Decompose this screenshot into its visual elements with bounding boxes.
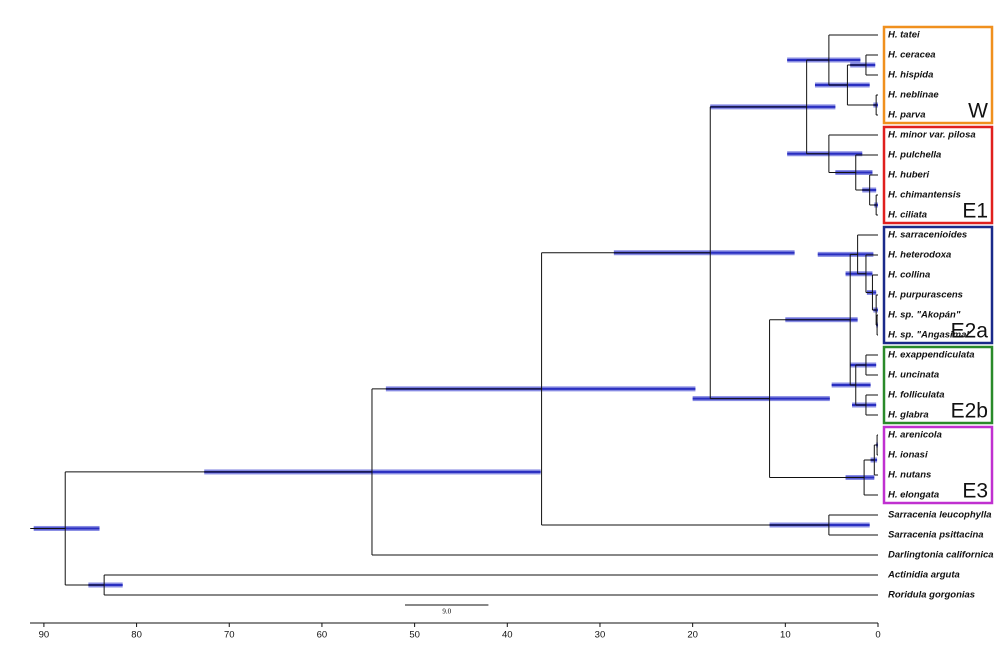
leaf-label: H. glabra bbox=[888, 410, 929, 421]
leaf-label: H. tatei bbox=[888, 30, 920, 41]
x-tick-label: 80 bbox=[131, 630, 142, 641]
clade-label: E3 bbox=[962, 480, 988, 503]
leaf-label: H. exappendiculata bbox=[888, 350, 975, 361]
leaf-label: Roridula gorgonias bbox=[888, 590, 975, 601]
leaf-label: H. hispida bbox=[888, 70, 933, 81]
leaf-label: H. pulchella bbox=[888, 150, 941, 161]
leaf-label: H. sarracenioides bbox=[888, 230, 967, 241]
leaf-label: Darlingtonia californica bbox=[888, 550, 994, 561]
leaf-label: H. neblinae bbox=[888, 90, 939, 101]
hpd-core bbox=[33, 527, 100, 530]
clade-label: E1 bbox=[962, 200, 988, 223]
scale-bar-label: 9.0 bbox=[442, 608, 451, 616]
leaf-label: H. nutans bbox=[888, 470, 931, 481]
leaf-label: H. sp. "Angasima" bbox=[888, 330, 971, 341]
x-tick-label: 0 bbox=[875, 630, 880, 641]
clade-box bbox=[882, 425, 994, 505]
x-tick-label: 40 bbox=[502, 630, 513, 641]
hpd-core bbox=[817, 253, 874, 256]
clade-box bbox=[882, 25, 994, 125]
leaf-label: H. huberi bbox=[888, 170, 930, 181]
leaf-label: Sarracenia leucophylla bbox=[888, 510, 992, 521]
x-tick-label: 20 bbox=[687, 630, 698, 641]
clade-box bbox=[882, 125, 994, 225]
leaf-label: H. folliculata bbox=[888, 390, 944, 401]
clade-label: W bbox=[968, 100, 988, 123]
leaf-label: H. ceracea bbox=[888, 50, 936, 61]
leaf-label: H. parva bbox=[888, 110, 926, 121]
leaf-label: Sarracenia psittacina bbox=[888, 530, 984, 541]
hpd-core bbox=[88, 584, 123, 586]
x-tick-label: 70 bbox=[224, 630, 235, 641]
x-tick-label: 60 bbox=[317, 630, 328, 641]
leaf-label: H. minor var. pilosa bbox=[888, 130, 976, 141]
clade-box bbox=[882, 345, 994, 425]
leaf-label: H. arenicola bbox=[888, 430, 942, 441]
clade-box bbox=[882, 225, 994, 345]
leaf-label: H. ciliata bbox=[888, 210, 927, 221]
leaf-label: H. uncinata bbox=[888, 370, 939, 381]
leaf-label: H. elongata bbox=[888, 490, 939, 501]
leaf-label: H. heterodoxa bbox=[888, 250, 951, 261]
x-tick-label: 30 bbox=[595, 630, 606, 641]
clade-label: E2b bbox=[951, 400, 988, 423]
x-tick-label: 10 bbox=[780, 630, 791, 641]
leaf-label: H. purpurascens bbox=[888, 290, 963, 301]
clade-label: E2a bbox=[951, 320, 989, 343]
leaf-label: H. ionasi bbox=[888, 450, 928, 461]
leaf-label: H. sp. "Akopán" bbox=[888, 310, 961, 321]
x-tick-label: 50 bbox=[409, 630, 420, 641]
x-tick-label: 90 bbox=[39, 630, 50, 641]
leaf-label: H. chimantensis bbox=[888, 190, 961, 201]
leaf-label: Actinidia arguta bbox=[887, 570, 960, 581]
leaf-label: H. collina bbox=[888, 270, 930, 281]
